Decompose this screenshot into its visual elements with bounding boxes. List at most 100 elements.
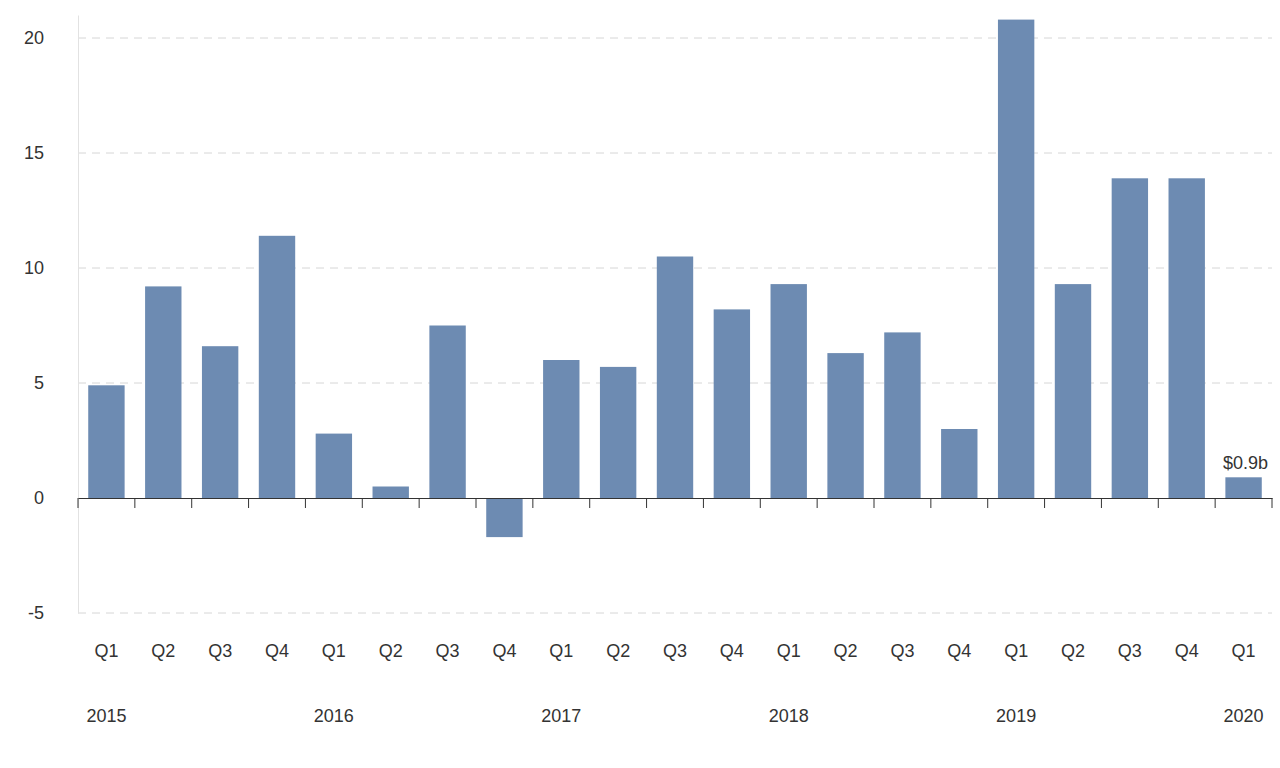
bar <box>429 326 465 499</box>
bar <box>1112 178 1148 498</box>
grid-line <box>78 153 1272 154</box>
x-tick-label: Q3 <box>436 641 460 661</box>
y-tick-label: 15 <box>24 143 44 163</box>
bar <box>259 236 295 498</box>
y-tick-label: 20 <box>24 28 44 48</box>
x-tick-label: Q2 <box>379 641 403 661</box>
x-tick: Q2 <box>1061 498 1085 661</box>
x-tick: Q3 <box>436 498 460 661</box>
bar <box>1225 477 1261 498</box>
y-tick-label: 10 <box>24 258 44 278</box>
grid-line <box>78 613 1272 614</box>
x-tick-label: Q4 <box>947 641 971 661</box>
x-tick: Q1 <box>777 498 801 661</box>
y-axis-line <box>78 16 79 614</box>
x-tick: Q2 <box>151 498 175 661</box>
x-tick-label: Q2 <box>151 641 175 661</box>
bar <box>714 309 750 498</box>
bar <box>998 20 1034 498</box>
bar <box>373 487 409 499</box>
bar <box>884 332 920 498</box>
x-tick: Q3 <box>890 498 914 661</box>
year-label: 2018 <box>769 706 809 726</box>
category-separator <box>1272 498 1273 508</box>
x-tick: Q2 <box>379 498 403 661</box>
bars <box>88 20 1262 538</box>
bar <box>600 367 636 498</box>
year-label: 2016 <box>314 706 354 726</box>
x-tick: Q4 <box>492 498 516 661</box>
x-axis-line <box>79 498 1273 499</box>
x-tick: Q4 <box>1175 498 1199 661</box>
category-separator <box>987 498 988 508</box>
y-tick: 10 <box>24 258 78 278</box>
bar <box>771 284 807 498</box>
year-label: 2020 <box>1224 706 1264 726</box>
category-separator <box>305 498 306 508</box>
category-separator <box>817 498 818 508</box>
year-labels: 2015 2016 2017 2018 2019 2020 <box>86 706 1263 726</box>
category-separator <box>419 498 420 508</box>
x-tick-label: Q2 <box>606 641 630 661</box>
category-separator <box>930 498 931 508</box>
category-separator <box>874 498 875 508</box>
x-tick: Q2 <box>606 498 630 661</box>
x-tick-label: Q3 <box>1118 641 1142 661</box>
x-tick: Q1 <box>94 498 118 661</box>
chart: -5 0 5 10 15 20 Q1 Q2 Q3 Q4 Q1 Q2 Q3 Q4 Q1 Q2 Q3 Q4 Q1 Q2 Q3… <box>0 0 1280 768</box>
annotation: $0.9b <box>1223 453 1268 473</box>
bar <box>316 434 352 498</box>
category-separator <box>191 498 192 508</box>
x-tick: Q4 <box>720 498 744 661</box>
category-separator <box>646 498 647 508</box>
x-tick-label: Q1 <box>322 641 346 661</box>
x-tick: Q4 <box>265 498 289 661</box>
x-axis: Q1Q2Q3Q4Q1Q2Q3Q4Q1Q2Q3Q4Q1Q2Q3Q4Q1Q2Q3Q4… <box>79 498 1273 661</box>
bar <box>1169 178 1205 498</box>
category-separator <box>589 498 590 508</box>
category-separators <box>78 498 1272 508</box>
bar <box>1055 284 1091 498</box>
category-separator <box>1158 498 1159 508</box>
category-separator <box>476 498 477 508</box>
y-tick: 5 <box>34 373 78 393</box>
x-tick: Q3 <box>208 498 232 661</box>
x-tick-label: Q3 <box>890 641 914 661</box>
category-separator <box>1044 498 1045 508</box>
grid <box>78 38 1272 613</box>
x-tick: Q3 <box>1118 498 1142 661</box>
x-tick-label: Q3 <box>208 641 232 661</box>
category-separator <box>78 498 79 508</box>
y-tick: 0 <box>34 488 78 508</box>
y-tick-label: -5 <box>28 603 44 623</box>
category-separator <box>1215 498 1216 508</box>
bar <box>145 286 181 498</box>
x-tick-label: Q2 <box>1061 641 1085 661</box>
category-separator <box>362 498 363 508</box>
year-label: 2019 <box>996 706 1036 726</box>
x-tick: Q1 <box>1232 498 1256 661</box>
category-separator <box>1101 498 1102 508</box>
year-label: 2017 <box>541 706 581 726</box>
x-tick-label: Q4 <box>720 641 744 661</box>
category-separator <box>703 498 704 508</box>
x-tick-label: Q1 <box>777 641 801 661</box>
x-tick-label: Q4 <box>265 641 289 661</box>
bar <box>202 346 238 498</box>
bar <box>88 385 124 498</box>
category-separator <box>134 498 135 508</box>
x-tick-label: Q1 <box>94 641 118 661</box>
bar <box>827 353 863 498</box>
year-label: 2015 <box>86 706 126 726</box>
y-tick-label: 0 <box>34 488 44 508</box>
x-tick: Q1 <box>322 498 346 661</box>
x-tick: Q4 <box>947 498 971 661</box>
x-tick-label: Q1 <box>1232 641 1256 661</box>
annotations: $0.9b <box>1223 453 1268 473</box>
category-separator <box>532 498 533 508</box>
x-tick-label: Q4 <box>492 641 516 661</box>
x-tick-label: Q1 <box>549 641 573 661</box>
x-tick: Q2 <box>834 498 858 661</box>
x-tick-label: Q1 <box>1004 641 1028 661</box>
x-tick-label: Q2 <box>834 641 858 661</box>
